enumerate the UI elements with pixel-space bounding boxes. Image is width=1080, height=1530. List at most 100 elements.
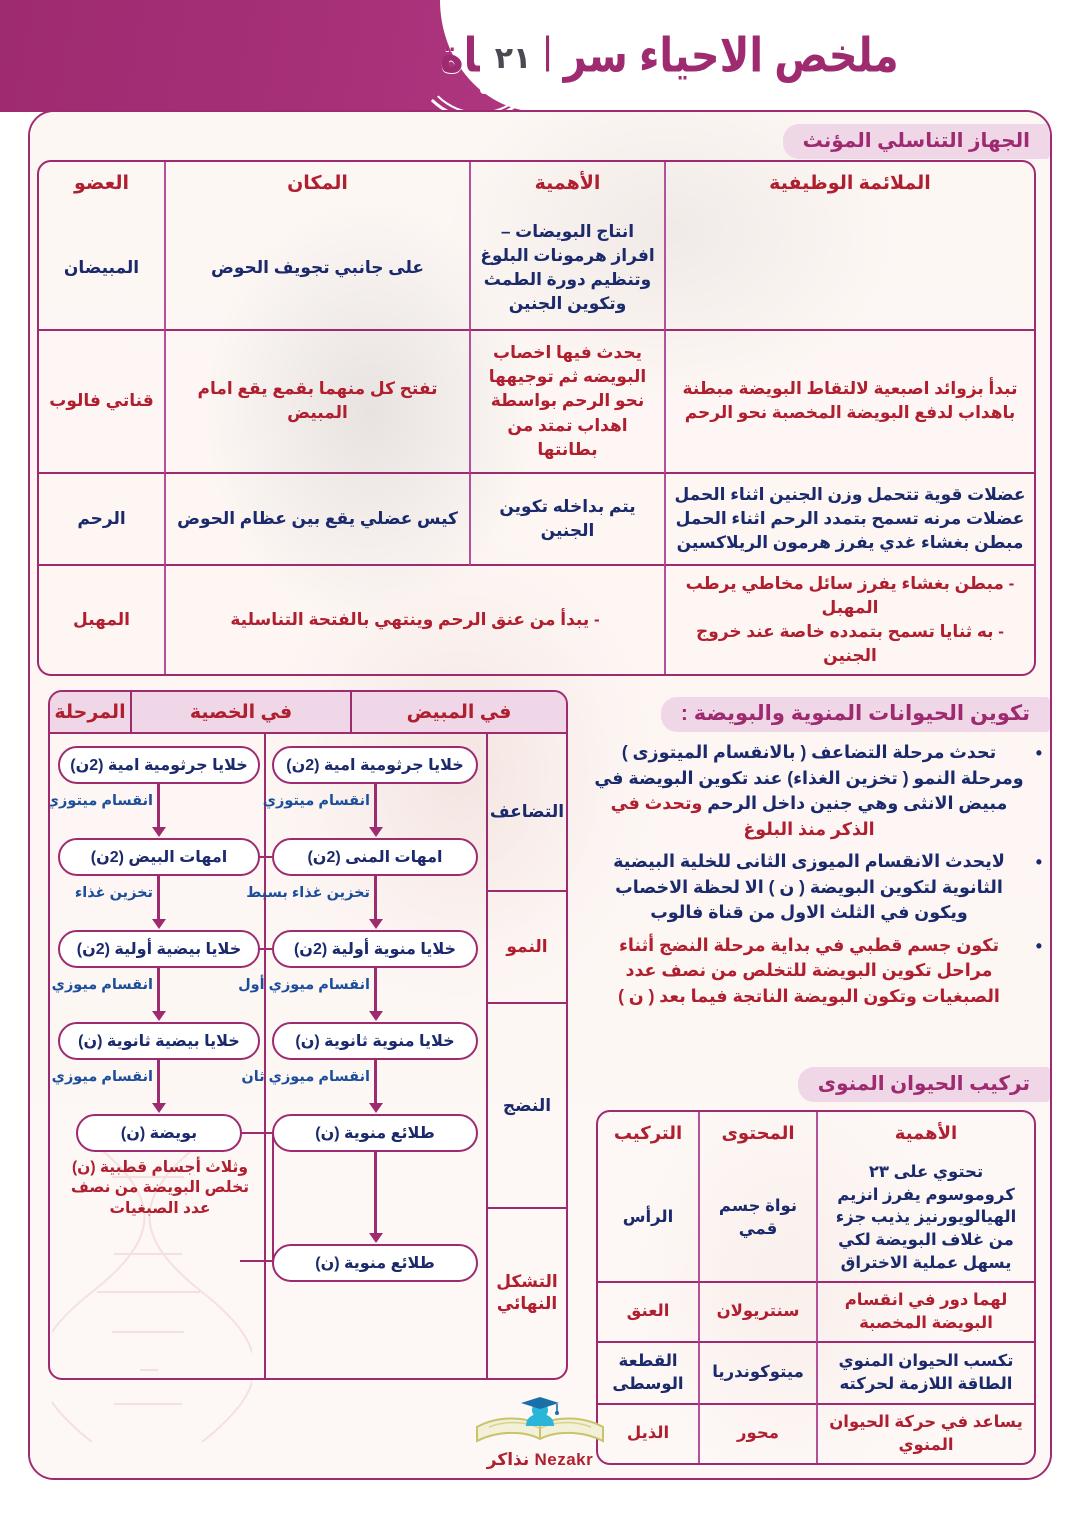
cell-importance: تكسب الحيوان المنوي الطاقة اللازمة لحركت… bbox=[816, 1342, 1034, 1405]
arrow-label-testis-1: تخزين غذاء بسيط bbox=[246, 885, 370, 901]
node-ovary-3: خلايا بيضية ثانوية (ن) bbox=[58, 1022, 260, 1060]
page-number: ٢١ bbox=[494, 40, 532, 76]
col-content: المحتوى bbox=[698, 1112, 816, 1155]
cell-structure: العنق bbox=[598, 1283, 698, 1343]
arrow-label-testis-2: انقسام ميوزي أول bbox=[238, 977, 370, 993]
list-item: تكون جسم قطبي في بداية مرحلة النضج أثناء… bbox=[590, 933, 1042, 1010]
col-organ: العضو bbox=[73, 173, 129, 194]
cell-structure: القطعة الوسطى bbox=[598, 1343, 698, 1405]
stage-cell-maturation: النضج bbox=[488, 1004, 566, 1209]
cell-content: محور bbox=[698, 1404, 816, 1463]
arrow-label-testis-3: انقسام ميوزي ثان bbox=[241, 1069, 370, 1085]
bullet-text-red: وتحدث في الذكر منذ البلوغ bbox=[610, 793, 875, 839]
node-testis-5: طلائع منوية (ن) bbox=[272, 1244, 478, 1282]
list-item: تحدث مرحلة التضاعف ( بالانقسام الميتوزى … bbox=[590, 740, 1042, 842]
flow-header-ovary: في المبيض bbox=[350, 692, 566, 732]
cell-importance: انتاج البويضات – افراز هرمونات البلوغ وت… bbox=[469, 206, 664, 331]
cell-content: سنتريولان bbox=[698, 1282, 816, 1343]
sperm-structure-table: الأهمية المحتوى التركيب تحتوي على ٢٣ كرو… bbox=[596, 1110, 1036, 1465]
section-formation-title: تكوين الحيوانات المنوية والبويضة : bbox=[660, 697, 1050, 732]
cell-place-merged: - يبدأ من عنق الرحم وينتهي بالفتحة التنا… bbox=[164, 565, 664, 675]
section-sperm-title: تركيب الحيوان المنوى bbox=[797, 1067, 1050, 1102]
connector-row-4 bbox=[240, 1260, 274, 1262]
node-testis-3: خلايا منوية ثانوية (ن) bbox=[272, 1022, 478, 1060]
arrow-testis-1 bbox=[368, 876, 383, 929]
list-item: لايحدث الانقسام الميوزى الثانى للخلية ال… bbox=[590, 849, 1042, 926]
node-testis-1: امهات المنى (2ن) bbox=[272, 838, 478, 876]
stage-cell-growth: النمو bbox=[488, 892, 566, 1004]
table-row: انتاج البويضات – افراز هرمونات البلوغ وت… bbox=[39, 206, 1034, 331]
female-repro-table: الملائمة الوظيفية الأهمية المكان العضو ا… bbox=[37, 160, 1036, 677]
cell-importance: يتم بداخله تكوين الجنين bbox=[469, 473, 664, 566]
logo-text-latin: Nezakr bbox=[534, 1450, 594, 1469]
col-importance: الأهمية bbox=[816, 1112, 1034, 1155]
site-logo: Nezakr نذاكر bbox=[456, 1397, 624, 1470]
banner-title-backdrop bbox=[440, 0, 1080, 112]
arrow-ovary-3 bbox=[151, 1060, 166, 1113]
page-number-badge: ٢١ bbox=[480, 22, 546, 94]
cell-importance: تحتوي على ٢٣ كروموسوم يفرز انزيم الهيالو… bbox=[816, 1154, 1034, 1283]
node-ovary-2: خلايا بيضية أولية (2ن) bbox=[58, 930, 260, 968]
stage-cell-replication: التضاعف bbox=[488, 734, 566, 892]
cell-place: كيس عضلي يقع بين عظام الحوض bbox=[164, 473, 469, 566]
col-place: المكان bbox=[164, 162, 469, 207]
table-row: - مبطن بغشاء يفرز سائل مخاطي يرطب المهبل… bbox=[39, 565, 1034, 675]
connector-vertical bbox=[272, 1132, 274, 1262]
logo-text-arabic: نذاكر bbox=[486, 1450, 530, 1469]
stage-column: التضاعف النمو النضج التشكل النهائي bbox=[486, 734, 566, 1378]
graduate-book-logo-icon bbox=[476, 1397, 604, 1443]
cell-place: على جانبي تجويف الحوض bbox=[164, 206, 469, 331]
col-adaptation: الملائمة الوظيفية bbox=[664, 162, 1034, 207]
cell-importance: يساعد في حركة الحيوان المنوي bbox=[816, 1404, 1034, 1463]
connector-row-3 bbox=[240, 1132, 272, 1134]
arrow-label-ovary-3: انقسام ميوزي ثان bbox=[50, 1069, 153, 1085]
cell-organ: قناتي فالوب bbox=[39, 331, 164, 474]
table-row: تكسب الحيوان المنوي الطاقة اللازمة لحركت… bbox=[598, 1342, 1034, 1405]
flowchart-body: التضاعف النمو النضج التشكل النهائي خلايا… bbox=[50, 734, 566, 1378]
bullet-text-navy: تحدث مرحلة التضاعف ( بالانقسام الميتوزى … bbox=[594, 742, 1024, 814]
node-ovary-0: خلايا جرثومية امية (2ن) bbox=[58, 746, 260, 784]
arrow-label-ovary-1: تخزين غذاء bbox=[74, 885, 153, 901]
arrow-ovary-1 bbox=[151, 876, 166, 929]
gametogenesis-flowchart: في المبيض في الخصية المرحلة التضاعف النم… bbox=[48, 690, 568, 1380]
table-row: لهما دور في انقسام البويضة المخصبة سنتري… bbox=[598, 1282, 1034, 1343]
cell-importance: يحدث فيها اخصاب البويضه ثم توجيهها نحو ا… bbox=[469, 330, 664, 474]
cell-organ: المبيضان bbox=[39, 207, 164, 331]
cell-organ: المهبل bbox=[73, 610, 130, 630]
col-importance: الأهمية bbox=[469, 162, 664, 207]
table-row: يساعد في حركة الحيوان المنوي محور الذيل bbox=[598, 1404, 1034, 1463]
arrow-testis-0 bbox=[368, 784, 383, 837]
arrow-testis-3 bbox=[368, 1060, 383, 1113]
table-row: تبدأ بزوائد اصبعية لالتقاط البويضة مبطنة… bbox=[39, 330, 1034, 474]
arrow-label-ovary-0: انقسام ميتوزي bbox=[48, 793, 153, 809]
col-structure: التركيب bbox=[613, 1123, 683, 1143]
flowchart-header-row: في المبيض في الخصية المرحلة bbox=[50, 692, 566, 734]
table-header-row: الأهمية المحتوى التركيب bbox=[598, 1112, 1034, 1155]
column-divider bbox=[264, 734, 266, 1378]
page-banner: ملخص الاحياء سر الحياة ٢١ bbox=[0, 0, 1080, 112]
arrow-ovary-2 bbox=[151, 968, 166, 1021]
flow-header-testis: في الخصية bbox=[130, 692, 350, 732]
cell-importance: لهما دور في انقسام البويضة المخصبة bbox=[816, 1282, 1034, 1343]
section-sperm-title-wrap: تركيب الحيوان المنوى bbox=[797, 1067, 1050, 1102]
bullet-text-navy: لايحدث الانقسام الميوزى الثانى للخلية ال… bbox=[613, 851, 1005, 923]
arrow-testis-2 bbox=[368, 968, 383, 1021]
cell-structure: الرأس bbox=[598, 1155, 698, 1283]
node-ovary-1: امهات البيض (2ن) bbox=[58, 838, 260, 876]
cell-adaptation: عضلات قوية تتحمل وزن الجنين اثناء الحمل … bbox=[664, 473, 1034, 566]
cell-adaptation: تبدأ بزوائد اصبعية لالتقاط البويضة مبطنة… bbox=[664, 330, 1034, 474]
section-formation-title-wrap: تكوين الحيوانات المنوية والبويضة : bbox=[660, 697, 1050, 732]
node-ovary-4: بويضة (ن) bbox=[76, 1114, 242, 1152]
stage-cell-final-form: التشكل النهائي bbox=[496, 1272, 558, 1313]
node-testis-2: خلايا منوية أولية (2ن) bbox=[272, 930, 478, 968]
formation-bullet-list: تحدث مرحلة التضاعف ( بالانقسام الميتوزى … bbox=[590, 740, 1042, 1016]
arrow-label-ovary-2: انقسام ميوزي أول bbox=[50, 977, 153, 993]
cell-adaptation bbox=[664, 206, 1034, 331]
table-row: عضلات قوية تتحمل وزن الجنين اثناء الحمل … bbox=[39, 473, 1034, 566]
arrow-ovary-0 bbox=[151, 784, 166, 837]
cell-organ: الرحم bbox=[39, 474, 164, 566]
node-testis-4: طلائع منوية (ن) bbox=[272, 1114, 478, 1152]
arrow-testis-4 bbox=[368, 1152, 383, 1243]
table-header-row: الملائمة الوظيفية الأهمية المكان العضو bbox=[39, 162, 1034, 207]
section-female-title-wrap: الجهاز التناسلي المؤنث bbox=[782, 124, 1050, 159]
